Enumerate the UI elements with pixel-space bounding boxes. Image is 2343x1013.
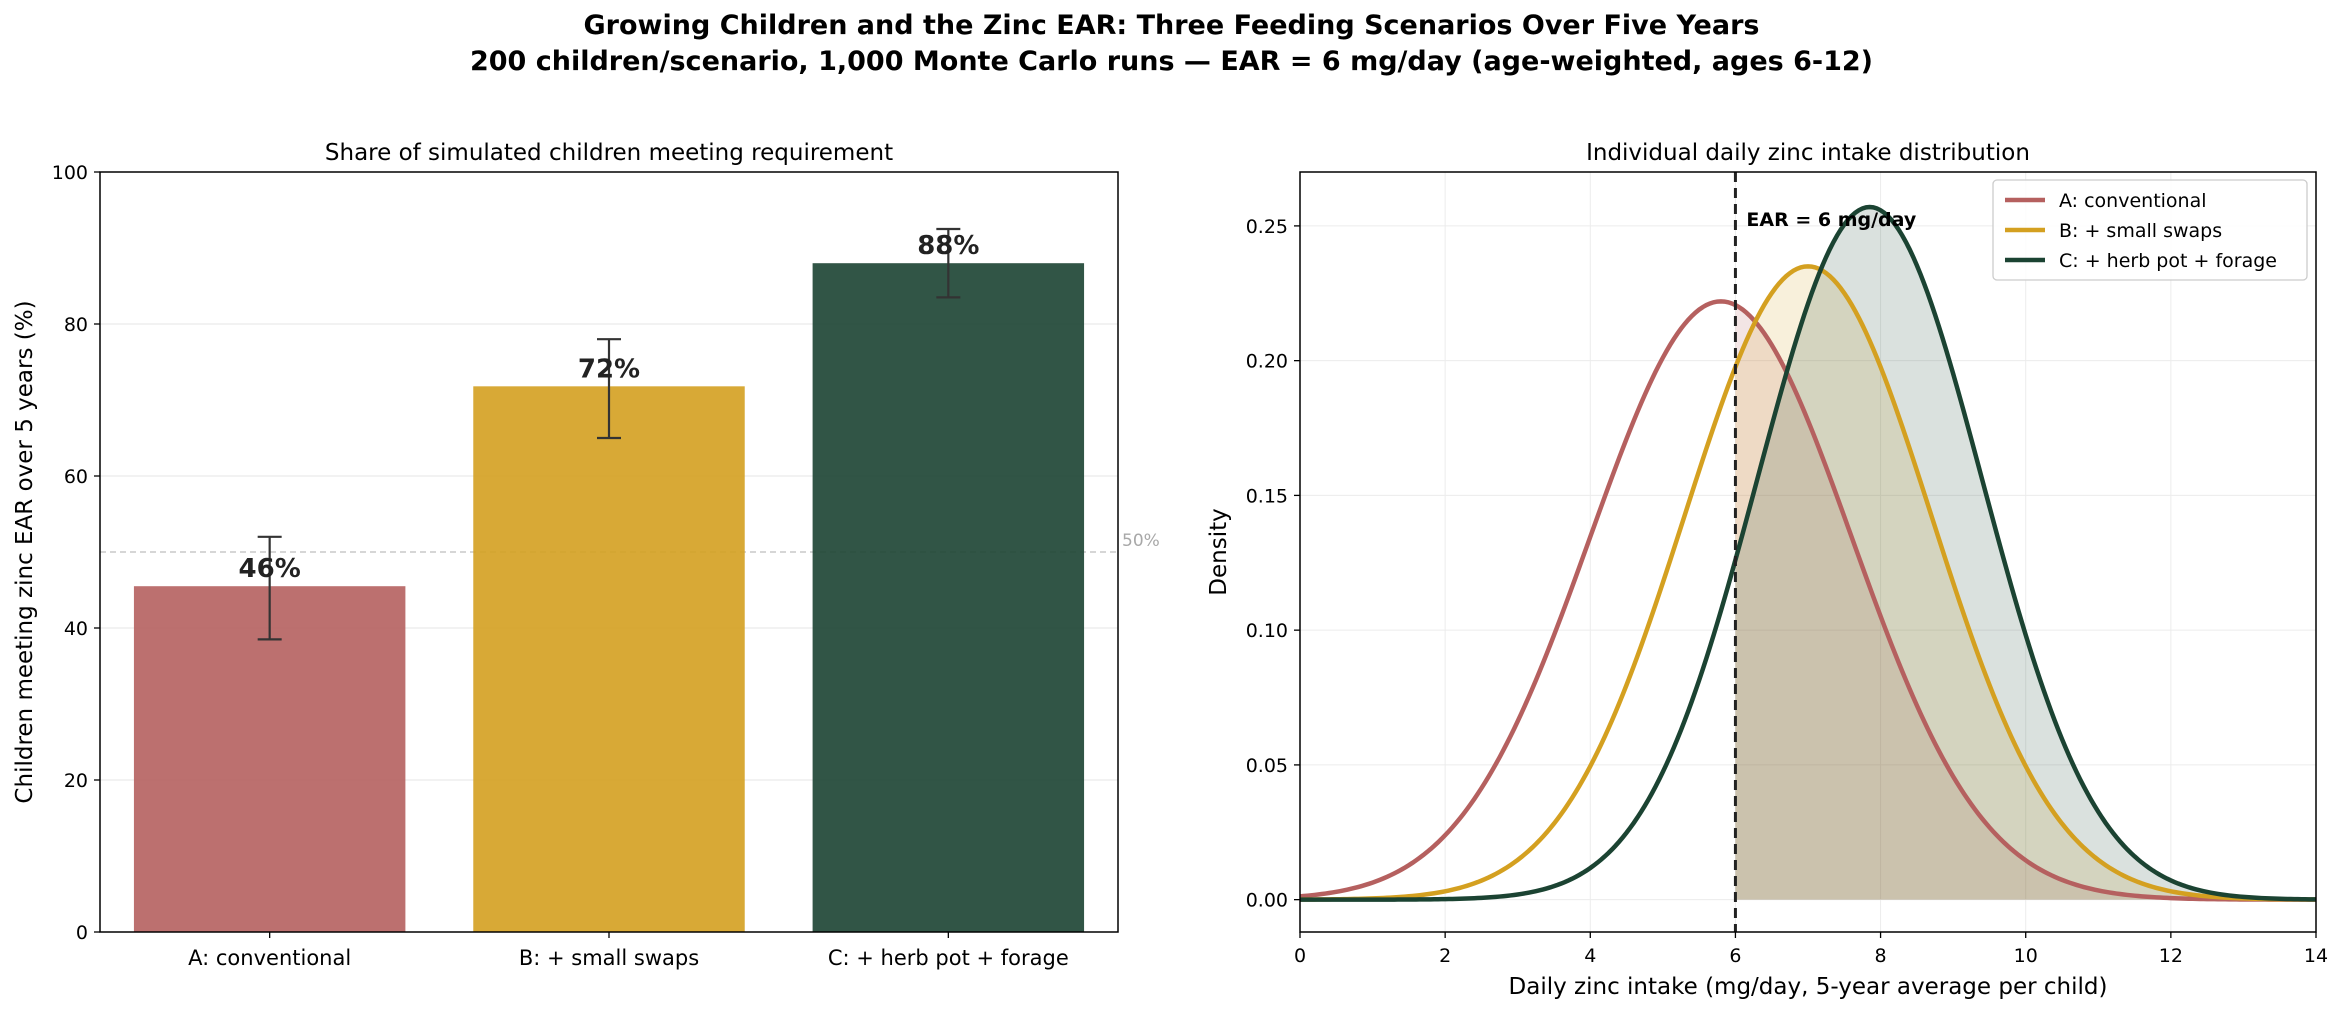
y-tick-label: 60	[64, 466, 88, 488]
density-plot-frame	[1299, 171, 2317, 933]
x-tick-label: A: conventional	[188, 946, 351, 970]
density-line-C	[1300, 204, 2317, 902]
bar-value-label: 72%	[578, 354, 640, 384]
x-tick-label: 12	[2159, 945, 2183, 967]
shaded-area-C	[1735, 207, 2316, 900]
legend-box	[1992, 179, 2308, 281]
bar-plot-frame	[99, 171, 1119, 933]
density-chart: EAR = 6 mg/day 0 2 4 6 8 10 12 14 0.00 0.05 0.10 0.1…	[1206, 140, 2328, 1000]
y-tick-label: 100	[52, 162, 88, 184]
y-tick-label: 0.00	[1246, 890, 1288, 912]
y-tick-label: 80	[64, 314, 88, 336]
bar-B	[473, 386, 745, 932]
density-line-B	[1299, 264, 2317, 902]
x-tick-label: 10	[2014, 945, 2038, 967]
density-chart-title: Individual daily zinc intake distributio…	[1586, 140, 2030, 166]
bar-value-label: 88%	[917, 231, 979, 261]
x-tick-label: 4	[1584, 945, 1596, 967]
y-tick-label: 0.25	[1246, 216, 1288, 238]
x-tick-label: 6	[1729, 945, 1741, 967]
reference-line-label: 50%	[1122, 531, 1160, 551]
x-tick-label: 0	[1294, 945, 1306, 967]
x-tick-label: 8	[1875, 945, 1887, 967]
y-tick-label: 0.15	[1246, 485, 1288, 507]
x-tick-label: 14	[2304, 945, 2328, 967]
figure-title: Growing Children and the Zinc EAR: Three…	[0, 8, 2343, 80]
y-tick-label: 40	[64, 618, 88, 640]
y-tick-label: 0	[76, 922, 88, 944]
bar-A	[133, 586, 406, 932]
bar-chart: 50% 46% A: conventional 72% B: + small swaps…	[12, 140, 1160, 970]
y-tick-label: 0.05	[1246, 755, 1288, 777]
legend-label-B: B: + small swaps	[2059, 220, 2222, 242]
y-tick-label: 20	[64, 770, 88, 792]
bar-y-axis-label: Children meeting zinc EAR over 5 years (…	[12, 300, 38, 803]
legend-label-C: C: + herb pot + forage	[2059, 250, 2277, 272]
x-tick-label: 2	[1439, 945, 1451, 967]
legend-label-A: A: conventional	[2059, 190, 2207, 212]
density-x-axis-label: Daily zinc intake (mg/day, 5-year averag…	[1509, 974, 2108, 1000]
bar-C	[812, 263, 1085, 932]
y-tick-label: 0.20	[1246, 351, 1288, 373]
x-tick-label: B: + small swaps	[519, 946, 699, 970]
y-tick-label: 0.10	[1246, 620, 1288, 642]
x-tick-label: C: + herb pot + forage	[828, 946, 1069, 970]
figure-title-line1: Growing Children and the Zinc EAR: Three…	[583, 10, 1760, 41]
bar-chart-title: Share of simulated children meeting requ…	[325, 140, 893, 166]
bar-value-label: 46%	[239, 554, 301, 584]
shaded-area-A	[1735, 305, 2316, 900]
figure-title-line2: 200 children/scenario, 1,000 Monte Carlo…	[469, 46, 1874, 77]
density-line-A	[1299, 299, 2316, 902]
shaded-area-B	[1735, 266, 2316, 900]
density-y-axis-label: Density	[1206, 508, 1232, 595]
ear-reference-label: EAR = 6 mg/day	[1746, 209, 1916, 231]
legend: A: conventional B: + small swaps C: + herb…	[1992, 179, 2308, 281]
